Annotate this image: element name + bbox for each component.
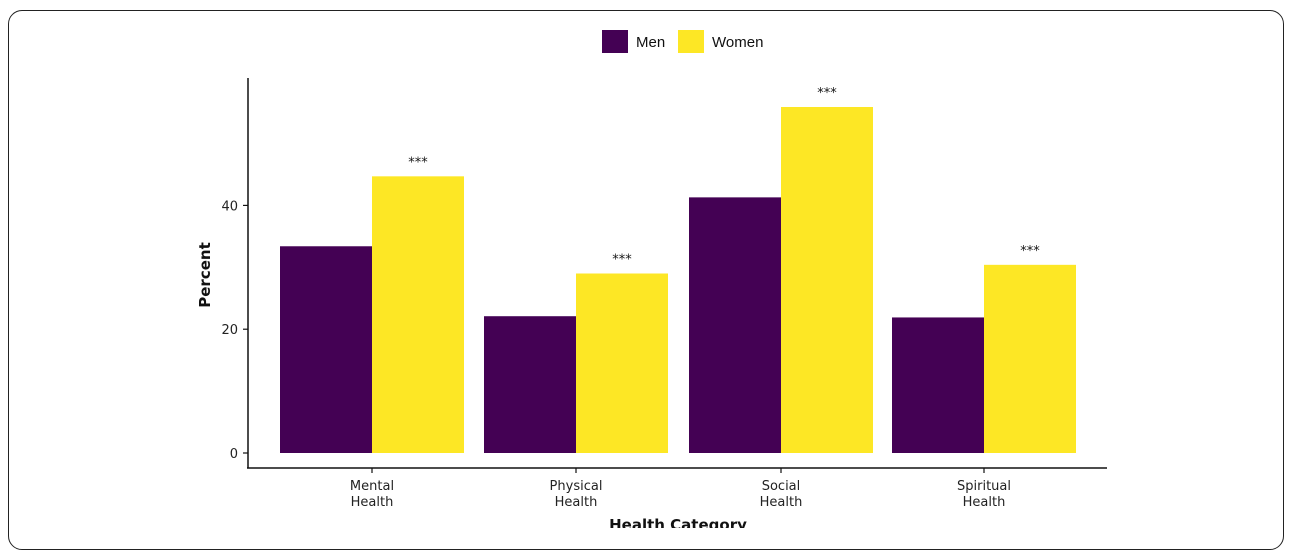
x-tick-label-social: Social Health	[760, 479, 803, 510]
bar-men-physical	[484, 316, 576, 453]
y-tick-label: 40	[221, 199, 238, 214]
legend: Men Women	[602, 30, 763, 53]
x-tick-label-spiritual: Spiritual Health	[957, 479, 1011, 510]
x-tick-label-line: Health	[351, 495, 394, 510]
bar-women-social	[781, 106, 873, 453]
bar-women-spiritual	[984, 264, 1076, 453]
legend-label-women: Women	[712, 34, 763, 51]
x-tick-label-physical: Physical Health	[550, 479, 603, 510]
y-ticks: 0 20 40	[221, 199, 248, 462]
axes	[247, 78, 1107, 469]
x-tick-label-line: Social	[762, 479, 801, 494]
legend-swatch-women	[678, 30, 704, 53]
x-tick-label-mental: Mental Health	[350, 479, 394, 510]
significance-label: ***	[612, 253, 632, 268]
significance-label: ***	[817, 86, 837, 101]
y-axis-title: Percent	[196, 242, 214, 307]
x-tick-label-line: Physical	[550, 479, 603, 494]
bars-group	[280, 106, 1076, 453]
legend-label-men: Men	[636, 34, 665, 51]
bar-women-mental	[372, 176, 464, 453]
significance-label: ***	[408, 155, 428, 170]
x-tick-label-line: Spiritual	[957, 479, 1011, 494]
x-tick-label-line: Mental	[350, 479, 394, 494]
bar-men-mental	[280, 246, 372, 453]
significance-label: ***	[1020, 244, 1040, 259]
legend-swatch-men	[602, 30, 628, 53]
significance-annotations: *** *** *** ***	[408, 86, 1040, 268]
x-tick-label-line: Health	[963, 495, 1006, 510]
x-tick-label-line: Health	[760, 495, 803, 510]
y-tick-label: 20	[221, 323, 238, 338]
x-axis-title: Health Category	[609, 516, 747, 528]
y-tick-label: 0	[230, 447, 238, 462]
bar-women-physical	[576, 273, 668, 453]
bar-men-social	[689, 197, 781, 453]
x-tick-label-line: Health	[555, 495, 598, 510]
bar-men-spiritual	[892, 317, 984, 453]
